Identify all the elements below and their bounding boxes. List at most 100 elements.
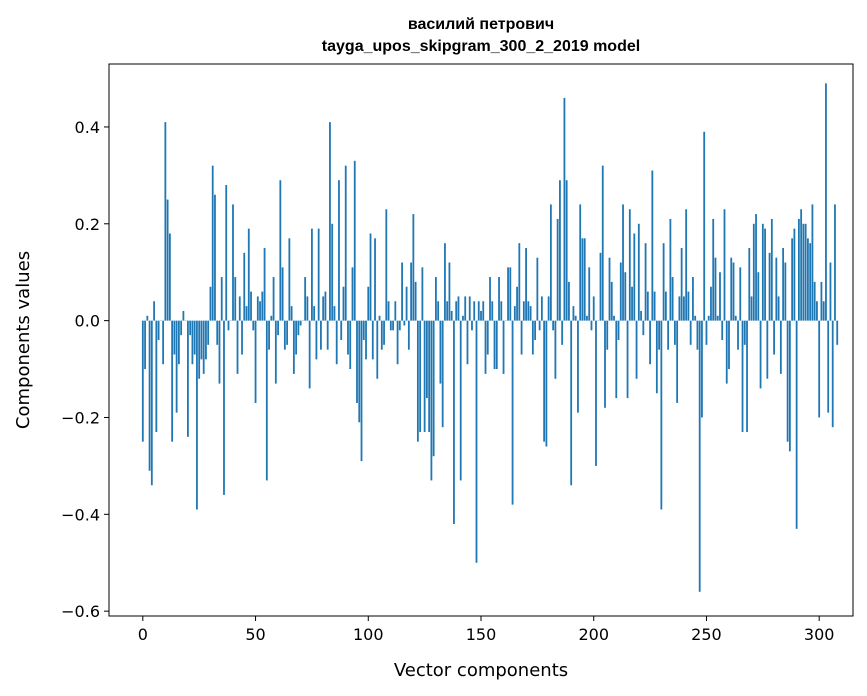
y-tick-label: 0.4 [75, 118, 100, 137]
bar-118 [407, 320, 410, 350]
bar-101 [369, 233, 372, 321]
bar-261 [730, 257, 733, 321]
bar-307 [834, 204, 836, 321]
bar-112 [394, 301, 397, 321]
bar-121 [414, 281, 417, 321]
bar-207 [608, 257, 611, 321]
bar-210 [615, 320, 618, 399]
bar-43 [238, 296, 241, 321]
y-axis-ticks: −0.6 −0.4 −0.2 0.0 0.2 0.4 [61, 118, 109, 621]
bar-150 [480, 310, 482, 321]
bar-303 [825, 83, 827, 321]
bar-219 [635, 320, 638, 379]
bar-211 [617, 320, 620, 340]
bar-152 [484, 320, 487, 374]
bar-151 [482, 301, 485, 321]
bar-46 [245, 306, 248, 321]
bar-138 [453, 320, 455, 524]
bar-257 [721, 320, 724, 340]
bar-157 [495, 320, 498, 370]
y-axis-label: Components values [13, 251, 34, 429]
bar-73 [306, 296, 309, 321]
bar-77 [315, 320, 318, 360]
bar-239 [680, 248, 683, 321]
bar-79 [320, 320, 322, 350]
bar-115 [401, 262, 403, 321]
bar-289 [793, 228, 796, 321]
bar-176 [538, 320, 541, 331]
bar-308 [836, 320, 839, 345]
bar-84 [331, 223, 334, 321]
bar-17 [180, 320, 183, 336]
bar-50 [254, 320, 257, 403]
bar-78 [317, 228, 320, 321]
bar-270 [750, 296, 753, 321]
bar-105 [378, 315, 381, 321]
bar-25 [198, 320, 201, 379]
bar-141 [459, 320, 462, 481]
bar-230 [660, 320, 663, 510]
bar-238 [678, 296, 681, 321]
bar-63 [283, 320, 286, 350]
bar-124 [421, 267, 424, 321]
bar-53 [261, 291, 264, 321]
bar-142 [462, 315, 464, 321]
bar-281 [775, 257, 778, 321]
bar-117 [405, 286, 408, 321]
bar-55 [265, 320, 268, 481]
bar-169 [522, 301, 525, 321]
bar-38 [227, 320, 230, 331]
bar-215 [626, 320, 629, 399]
bar-163 [509, 267, 512, 321]
bar-188 [565, 180, 568, 321]
bar-262 [732, 262, 735, 321]
bar-31 [211, 165, 214, 321]
bar-5 [153, 301, 155, 321]
bar-68 [295, 320, 298, 355]
bar-134 [444, 243, 446, 321]
bar-167 [518, 243, 521, 321]
bar-6 [155, 320, 158, 432]
bar-292 [800, 209, 803, 321]
bar-137 [450, 310, 453, 321]
bar-98 [362, 320, 365, 340]
bar-236 [673, 320, 676, 345]
bar-214 [624, 272, 627, 321]
bar-90 [344, 165, 347, 321]
bar-208 [610, 281, 613, 321]
bar-168 [520, 320, 523, 355]
bar-200 [592, 296, 595, 321]
bar-64 [286, 320, 289, 345]
bar-250 [705, 320, 708, 345]
bar-2 [146, 315, 149, 321]
bar-116 [403, 320, 406, 326]
bar-40 [232, 204, 234, 321]
bar-27 [202, 320, 205, 374]
bar-300 [818, 320, 821, 418]
bar-280 [773, 320, 775, 355]
bar-140 [457, 296, 460, 321]
bar-62 [281, 267, 284, 321]
bar-283 [779, 320, 782, 374]
bar-171 [527, 301, 530, 321]
bar-255 [716, 315, 719, 321]
bar-233 [667, 320, 670, 350]
bar-10 [164, 122, 167, 321]
bar-276 [764, 228, 766, 321]
bar-282 [777, 296, 780, 321]
bar-107 [383, 320, 385, 345]
bar-60 [277, 320, 279, 336]
bar-9 [162, 320, 165, 365]
bar-278 [768, 252, 771, 321]
bar-194 [579, 204, 582, 321]
bar-199 [590, 320, 593, 331]
bar-4 [150, 320, 153, 486]
bar-86 [335, 320, 338, 365]
bar-195 [581, 238, 584, 321]
x-tick-label: 200 [578, 625, 609, 644]
bar-295 [807, 238, 809, 321]
bar-222 [642, 320, 645, 336]
bar-291 [797, 218, 800, 321]
bar-129 [432, 320, 435, 457]
bar-89 [342, 286, 345, 321]
